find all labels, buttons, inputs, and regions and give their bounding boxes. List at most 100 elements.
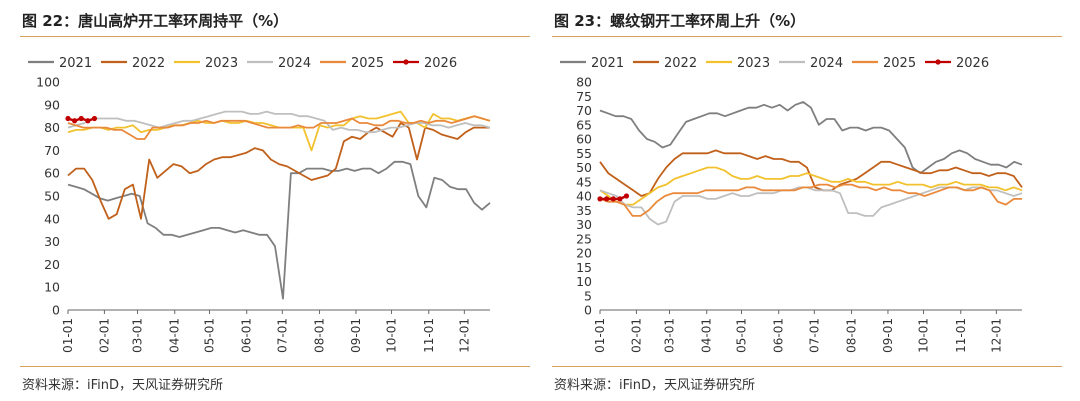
y-tick-label: 65 [576,117,592,132]
y-tick-label: 40 [44,211,60,226]
y-tick-label: 25 [576,231,592,246]
y-tick-label: 10 [576,274,592,289]
y-tick-label: 0 [584,303,592,318]
series-point-2026 [65,115,71,122]
series-line-2023 [599,166,1023,206]
series-point-2026 [617,196,623,202]
x-tick-label: 07-01 [807,318,821,353]
legend-label: 2022 [664,56,697,71]
figure-title: 图 23：螺纹钢开工率环周上升（%） [554,12,806,30]
title-rule [552,36,1062,37]
chart-panel-22: 图 22：唐山高炉开工率环周持平（%） 2021 2022 2023 2024 2025… [20,0,535,401]
series-line-2022 [67,122,490,220]
legend-label: 2021 [591,56,624,71]
x-tick-label: 02-01 [97,318,111,353]
chart-panel-23: 图 23：螺纹钢开工率环周上升（%） 2021 2022 2023 2024 2025 2… [552,0,1067,401]
source-note: 资料来源：iFinD，天风证券研究所 [22,378,224,393]
legend-item-2025: 2025 [852,56,916,71]
legend-item-2024: 2024 [247,56,311,71]
legend-label: 2024 [810,56,843,71]
figure-title: 图 22：唐山高炉开工率环周持平（%） [22,12,289,30]
source-rule [20,366,530,367]
legend: 2021 2022 2023 2024 2025 2026 [560,56,989,71]
series-point-2026 [597,196,603,202]
y-tick-label: 80 [44,120,60,135]
y-tick-label: 50 [576,160,592,175]
x-tick-label: 05-01 [734,318,748,353]
series-line-2024 [599,186,1023,226]
y-tick-label: 70 [576,103,592,118]
series-line-2021 [67,160,491,300]
y-tick-label: 0 [52,303,60,318]
legend-label: 2023 [205,56,238,71]
legend-marker [403,59,409,65]
x-tick-label: 11-01 [422,318,436,353]
x-tick-label: 06-01 [240,318,254,353]
series-point-2026 [72,118,78,124]
x-tick-label: 11-01 [954,318,968,353]
x-tick-label: 07-01 [275,318,289,353]
x-tick-label: 02-01 [629,318,643,353]
legend-item-2022: 2022 [633,56,697,71]
y-tick-label: 30 [44,234,60,249]
y-tick-label: 15 [576,260,592,275]
x-tick-label: 06-01 [772,318,786,353]
legend-item-2026: 2026 [393,56,457,71]
x-tick-label: 04-01 [168,318,182,353]
legend-item-2026: 2026 [925,56,989,71]
legend-label: 2024 [278,56,311,71]
series-point-2026 [610,196,616,202]
legend-label: 2026 [956,56,989,71]
y-tick-label: 55 [576,146,592,161]
x-tick-label: 08-01 [313,318,327,353]
y-tick-label: 90 [44,97,60,112]
legend-item-2024: 2024 [779,56,843,71]
series-line-2021 [599,101,1023,175]
x-tick-label: 03-01 [663,318,677,353]
y-tick-label: 100 [36,75,60,90]
legend-label: 2025 [883,56,916,71]
y-tick-label: 80 [576,75,592,90]
legend-item-2023: 2023 [706,56,770,71]
x-tick-label: 09-01 [349,318,363,353]
y-tick-label: 70 [44,143,60,158]
legend-label: 2025 [351,56,384,71]
series-line-2024 [67,110,491,134]
series-line-2025 [67,115,491,140]
legend-label: 2023 [737,56,770,71]
series-line-2023 [67,110,491,152]
legend: 2021 2022 2023 2024 2025 2026 [28,56,457,71]
legend-item-2022: 2022 [101,56,165,71]
y-tick-label: 60 [576,132,592,147]
legend-label: 2021 [59,56,92,71]
legend-label: 2026 [424,56,457,71]
y-tick-label: 30 [576,217,592,232]
source-note: 资料来源：iFinD，天风证券研究所 [554,378,756,393]
legend-item-2021: 2021 [560,56,624,71]
y-tick-label: 50 [44,189,60,204]
y-tick-label: 20 [44,257,60,272]
x-tick-label: 05-01 [202,318,216,353]
series-point-2026 [85,118,91,124]
legend-label: 2022 [132,56,165,71]
x-tick-label: 04-01 [700,318,714,353]
series-point-2026 [91,115,98,122]
x-tick-label: 01-01 [593,318,607,353]
legend-marker [935,59,941,65]
x-tick-label: 03-01 [131,318,145,353]
series-point-2026 [623,193,630,199]
y-tick-label: 40 [576,189,592,204]
series-point-2026 [78,115,84,122]
y-tick-label: 5 [584,288,592,303]
x-tick-label: 08-01 [845,318,859,353]
y-tick-label: 10 [44,280,60,295]
line-chart-blast-furnace: 2021 2022 2023 2024 2025 2026 0 10 20 30 40 50 60 70 8… [28,56,491,353]
title-rule [20,36,530,37]
legend-item-2023: 2023 [174,56,238,71]
x-tick-label: 12-01 [457,318,471,353]
legend-item-2021: 2021 [28,56,92,71]
y-tick-label: 20 [576,246,592,261]
x-tick-label: 12-01 [989,318,1003,353]
legend-item-2025: 2025 [320,56,384,71]
y-tick-label: 60 [44,166,60,181]
